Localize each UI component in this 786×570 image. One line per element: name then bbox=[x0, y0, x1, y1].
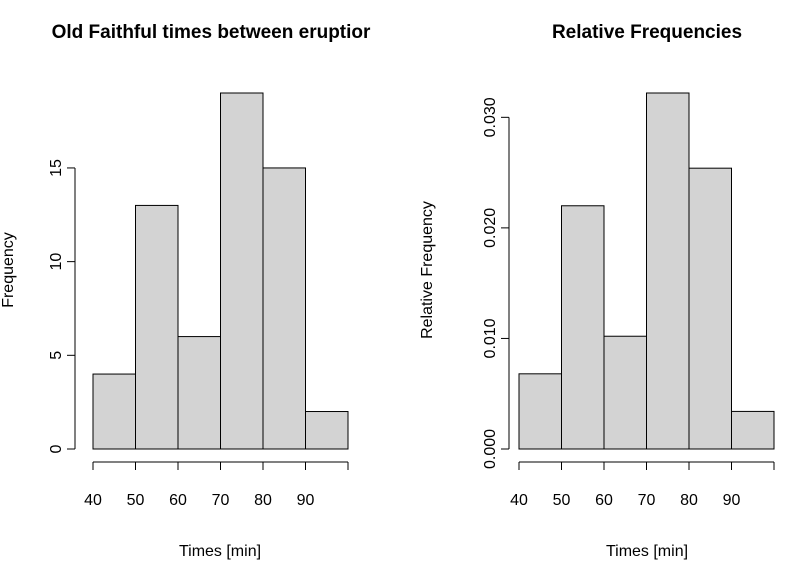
histogram-bar bbox=[603, 335, 647, 450]
x-tick-label: 80 bbox=[680, 492, 698, 509]
y-axis: 0.000 0.010 0.020 0.030 bbox=[482, 97, 510, 469]
bars-group bbox=[518, 92, 775, 450]
y-tick-label: 10 bbox=[48, 253, 65, 271]
x-axis: 40 50 60 70 80 90 bbox=[510, 461, 775, 509]
histogram-bar bbox=[731, 410, 775, 450]
histogram-bar bbox=[688, 167, 732, 450]
bars-group bbox=[92, 92, 349, 450]
y-axis-label: Frequency bbox=[0, 232, 17, 308]
y-axis: 0 5 10 15 bbox=[48, 159, 76, 453]
x-tick-label: 80 bbox=[254, 492, 272, 509]
y-tick-label: 0 bbox=[48, 444, 65, 453]
y-tick-label: 0.020 bbox=[482, 208, 499, 248]
chart-title: Relative Frequencies bbox=[552, 22, 742, 43]
histogram-bar bbox=[561, 205, 605, 450]
histogram-bar bbox=[220, 92, 264, 450]
panel-frequency: Old Faithful times between eruptior 0 5 10… bbox=[0, 22, 371, 560]
y-tick-label: 0.010 bbox=[482, 318, 499, 358]
x-tick-label: 40 bbox=[510, 492, 528, 509]
x-tick-label: 50 bbox=[553, 492, 571, 509]
x-tick-label: 60 bbox=[595, 492, 613, 509]
histogram-bar bbox=[518, 373, 562, 450]
x-tick-label: 40 bbox=[84, 492, 102, 509]
y-tick-label: 0.000 bbox=[482, 429, 499, 469]
x-tick-label: 90 bbox=[297, 492, 315, 509]
x-tick-label: 50 bbox=[127, 492, 145, 509]
histogram-bar bbox=[135, 204, 179, 450]
x-axis-label: Times [min] bbox=[179, 543, 261, 560]
x-axis: 40 50 60 70 80 90 bbox=[84, 461, 349, 509]
x-tick-label: 70 bbox=[638, 492, 656, 509]
histogram-bar bbox=[646, 92, 690, 450]
histogram-bar bbox=[262, 167, 306, 450]
histogram-bar bbox=[92, 373, 136, 450]
x-tick-label: 70 bbox=[212, 492, 230, 509]
x-tick-label: 60 bbox=[169, 492, 187, 509]
y-tick-label: 0.030 bbox=[482, 97, 499, 137]
chart-title: Old Faithful times between eruptior bbox=[52, 22, 371, 43]
y-tick-label: 5 bbox=[48, 351, 65, 360]
histogram-bar bbox=[305, 411, 349, 450]
x-axis-label: Times [min] bbox=[606, 543, 688, 560]
panel-relative-frequency: Relative Frequencies 0.000 0.010 0.020 0.03… bbox=[419, 22, 775, 560]
histogram-bar bbox=[177, 336, 221, 450]
x-tick-label: 90 bbox=[723, 492, 741, 509]
y-tick-label: 15 bbox=[48, 159, 65, 177]
y-axis-label: Relative Frequency bbox=[419, 201, 436, 339]
